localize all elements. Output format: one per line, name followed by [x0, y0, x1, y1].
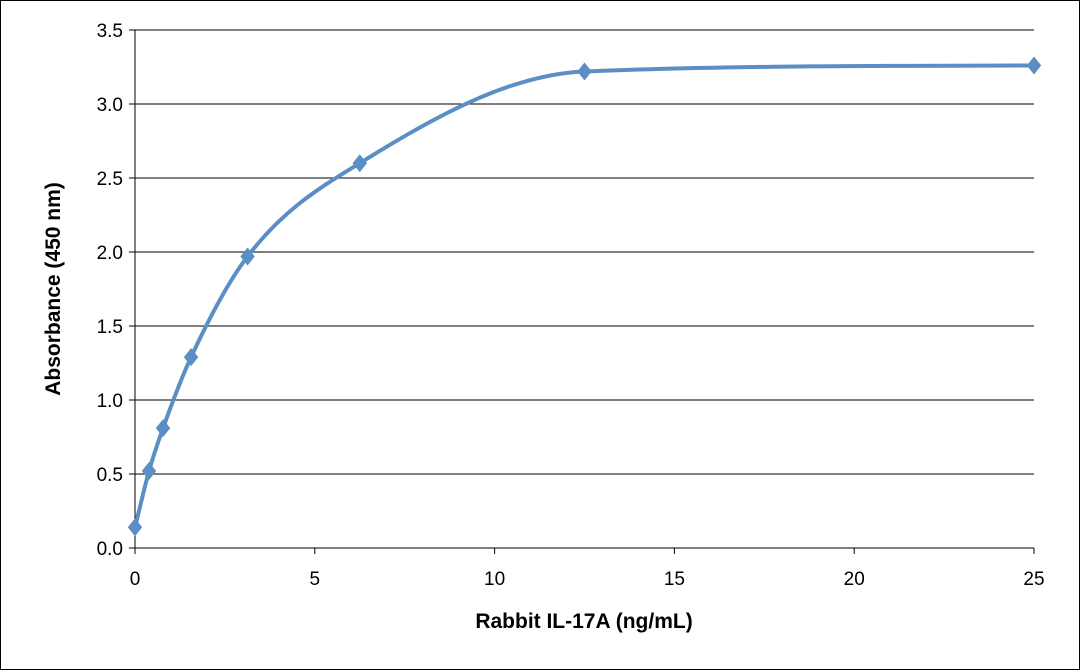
axes	[129, 29, 1035, 554]
y-tick-label: 0.0	[97, 539, 123, 560]
y-tick-label: 3.5	[97, 21, 123, 42]
data-point-4	[240, 247, 255, 266]
y-tick-label: 2.0	[97, 243, 123, 264]
x-tick-label: 25	[1023, 569, 1044, 590]
y-tick-label: 1.0	[97, 391, 123, 412]
y-tick-labels: 0.0 0.5 1.0 1.5 2.0 2.5 3.0 3.5	[97, 21, 123, 560]
series	[127, 56, 1042, 537]
data-point-6	[577, 62, 592, 81]
x-tick-label: 5	[310, 569, 321, 590]
data-point-3	[183, 348, 199, 367]
y-axis-title: Absorbance (450 nm)	[42, 182, 65, 396]
x-tick-label: 0	[130, 569, 141, 590]
data-point-0	[127, 518, 143, 537]
y-tick-label: 2.5	[97, 169, 123, 190]
y-tick-label: 0.5	[97, 465, 123, 486]
y-tick-label: 3.0	[97, 95, 123, 116]
data-point-7	[1026, 56, 1042, 75]
x-tick-labels: 0 5 10 15 20 25	[130, 569, 1045, 590]
x-axis-title: Rabbit IL-17A (ng/mL)	[475, 610, 692, 633]
data-point-1	[141, 462, 157, 481]
y-tick-label: 1.5	[97, 317, 123, 338]
gridlines	[135, 29, 1034, 475]
x-tick-label: 20	[844, 569, 865, 590]
data-point-5	[352, 154, 367, 173]
series-line-0	[133, 63, 1036, 530]
x-tick-label: 15	[664, 569, 685, 590]
x-tick-label: 10	[484, 569, 505, 590]
data-point-2	[155, 419, 171, 438]
